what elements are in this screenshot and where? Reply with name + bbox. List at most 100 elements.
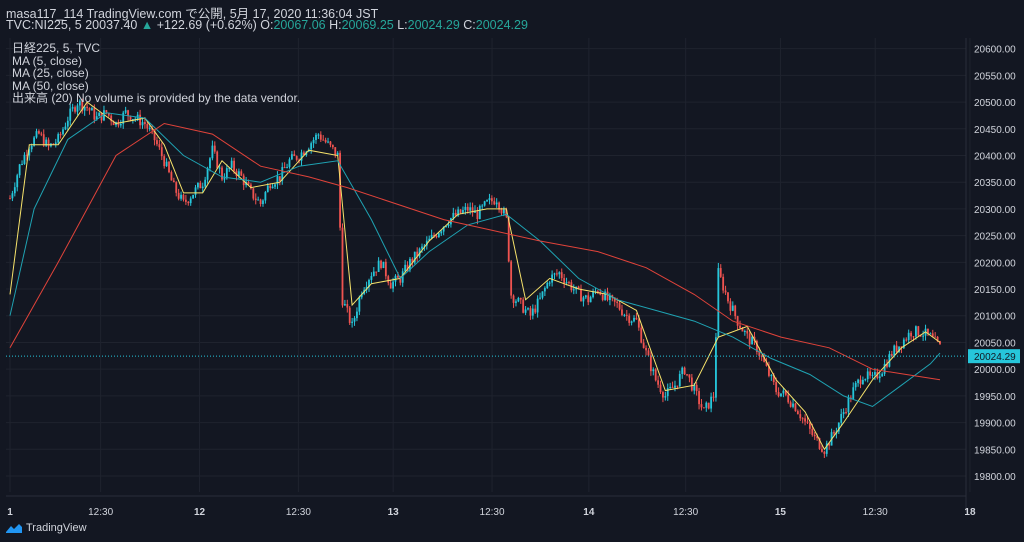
candle-body [110, 115, 113, 122]
legend-symbol[interactable]: 日経225, 5, TVC [12, 41, 101, 55]
y-tick-label: 20050.00 [974, 338, 1016, 349]
candle-body [582, 297, 585, 302]
candle-body [30, 145, 33, 150]
candle-body [375, 271, 378, 273]
candle-body [657, 380, 660, 385]
candle-body [751, 336, 753, 345]
candle-body [377, 260, 380, 272]
candle-body [230, 160, 233, 168]
candle-body [628, 315, 631, 323]
candle-body [327, 141, 329, 143]
candle-body [731, 305, 734, 311]
candle-body [927, 328, 929, 334]
candle-body [825, 443, 828, 454]
candle-body [37, 131, 40, 134]
candle-body [852, 387, 855, 399]
x-tick-label: 12:30 [863, 507, 888, 518]
candle-body [163, 156, 166, 167]
candle-body [25, 154, 28, 156]
candle-body [346, 304, 349, 308]
candle-body [888, 353, 891, 367]
candle-body [11, 193, 14, 199]
candle-body [645, 347, 647, 351]
candle-body [522, 299, 525, 313]
candle-body [225, 168, 228, 179]
candle-body [796, 411, 799, 415]
open-value: 20067.06 [273, 18, 326, 32]
ma-line [9, 101, 941, 451]
candle-body [389, 282, 392, 289]
y-tick-label: 20300.00 [974, 205, 1016, 216]
candle-body [62, 129, 64, 135]
candle-body [727, 292, 729, 302]
x-tick-label: 12 [194, 507, 206, 518]
x-tick-label: 12:30 [480, 507, 505, 518]
candle-body [910, 332, 913, 337]
candle-body [609, 295, 611, 301]
candle-body [440, 231, 443, 234]
candle-body [592, 291, 594, 298]
legend-ma25[interactable]: MA (25, close) [12, 66, 89, 80]
candle-body [563, 278, 566, 284]
candle-body [262, 200, 264, 205]
up-arrow-icon: ▲ [140, 18, 154, 32]
candle-body [317, 134, 320, 136]
candle-body [360, 293, 363, 298]
candle-body [290, 154, 293, 160]
x-tick-label: 12:30 [286, 507, 311, 518]
last-price-badge [968, 349, 1020, 364]
legend-ma50[interactable]: MA (50, close) [12, 78, 89, 93]
candle-body [257, 199, 260, 201]
chart-area[interactable]: 20600.00 20550.00 20500.00 20450.00 20400.00… [0, 38, 1024, 542]
candle-body [907, 332, 910, 341]
candlestick-chart[interactable]: 20600.00 20550.00 20500.00 20450.00 20400.00… [0, 38, 1024, 542]
candle-body [404, 264, 407, 272]
legend-ma5[interactable]: MA (5, close) [12, 53, 83, 68]
candle-body [189, 198, 192, 204]
candle-body [93, 108, 96, 120]
candle-body [252, 188, 255, 199]
candle-body [589, 297, 592, 303]
candle-body [755, 340, 758, 352]
candle-body [247, 181, 250, 185]
candle-body [707, 402, 710, 409]
candle-body [630, 321, 633, 323]
chart-header: masa117_114 TradingView.com で公開, 5月 17, … [0, 0, 1024, 38]
candle-body [488, 198, 491, 201]
candle-body [209, 158, 211, 169]
candle-body [678, 373, 681, 387]
candle-body [647, 350, 650, 356]
candle-body [206, 168, 209, 180]
candle-body [712, 396, 715, 398]
candle-body [743, 330, 746, 332]
candle-body [804, 418, 806, 422]
candle-body [416, 251, 419, 257]
candle-body [64, 126, 67, 130]
legend-volume[interactable]: 出来高 (20) No volume is provided by the da… [12, 91, 301, 105]
candle-body [324, 139, 327, 143]
candle-body [633, 317, 635, 322]
candle-body [153, 129, 156, 141]
candle-body [457, 209, 460, 216]
candle-body [218, 167, 221, 169]
candle-body [394, 275, 397, 282]
candle-body [890, 353, 893, 356]
candle-body [792, 403, 794, 407]
candle-body [719, 268, 722, 277]
candle-body [900, 346, 903, 348]
y-tick-label: 20350.00 [974, 178, 1016, 189]
candle-body [281, 167, 284, 181]
tradingview-logo[interactable]: TradingView [6, 522, 87, 534]
candle-body [584, 295, 587, 298]
candle-body [399, 277, 402, 283]
candle-body [546, 282, 549, 289]
candle-body [741, 328, 744, 332]
ma-line [9, 122, 941, 381]
candle-body [693, 384, 696, 391]
candle-body [91, 108, 93, 111]
candle-body [604, 291, 607, 300]
ohlc-line: TVC:NI225, 5 20037.40 ▲ +122.69 (+0.62%)… [6, 18, 528, 32]
candle-body [674, 385, 676, 388]
candle-body [886, 363, 888, 367]
candle-body [495, 202, 498, 205]
